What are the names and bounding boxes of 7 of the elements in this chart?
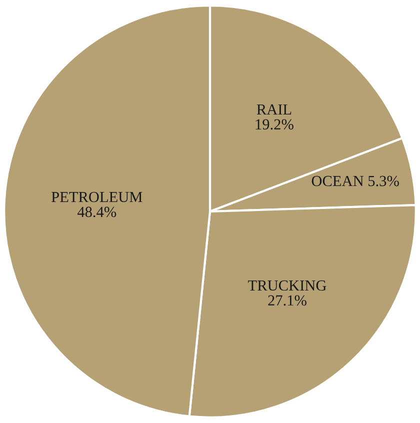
slice-label: RAIL: [256, 104, 292, 114]
data-label: 27.1%: [268, 295, 306, 306]
data-label: 19.2%: [256, 119, 294, 130]
data-label: 48.4%: [77, 206, 116, 218]
slice-label: PETROLEUM: [52, 192, 142, 202]
slice-label: OCEAN 5.3%: [312, 176, 399, 186]
slice-label: TRUCKING: [248, 280, 326, 291]
